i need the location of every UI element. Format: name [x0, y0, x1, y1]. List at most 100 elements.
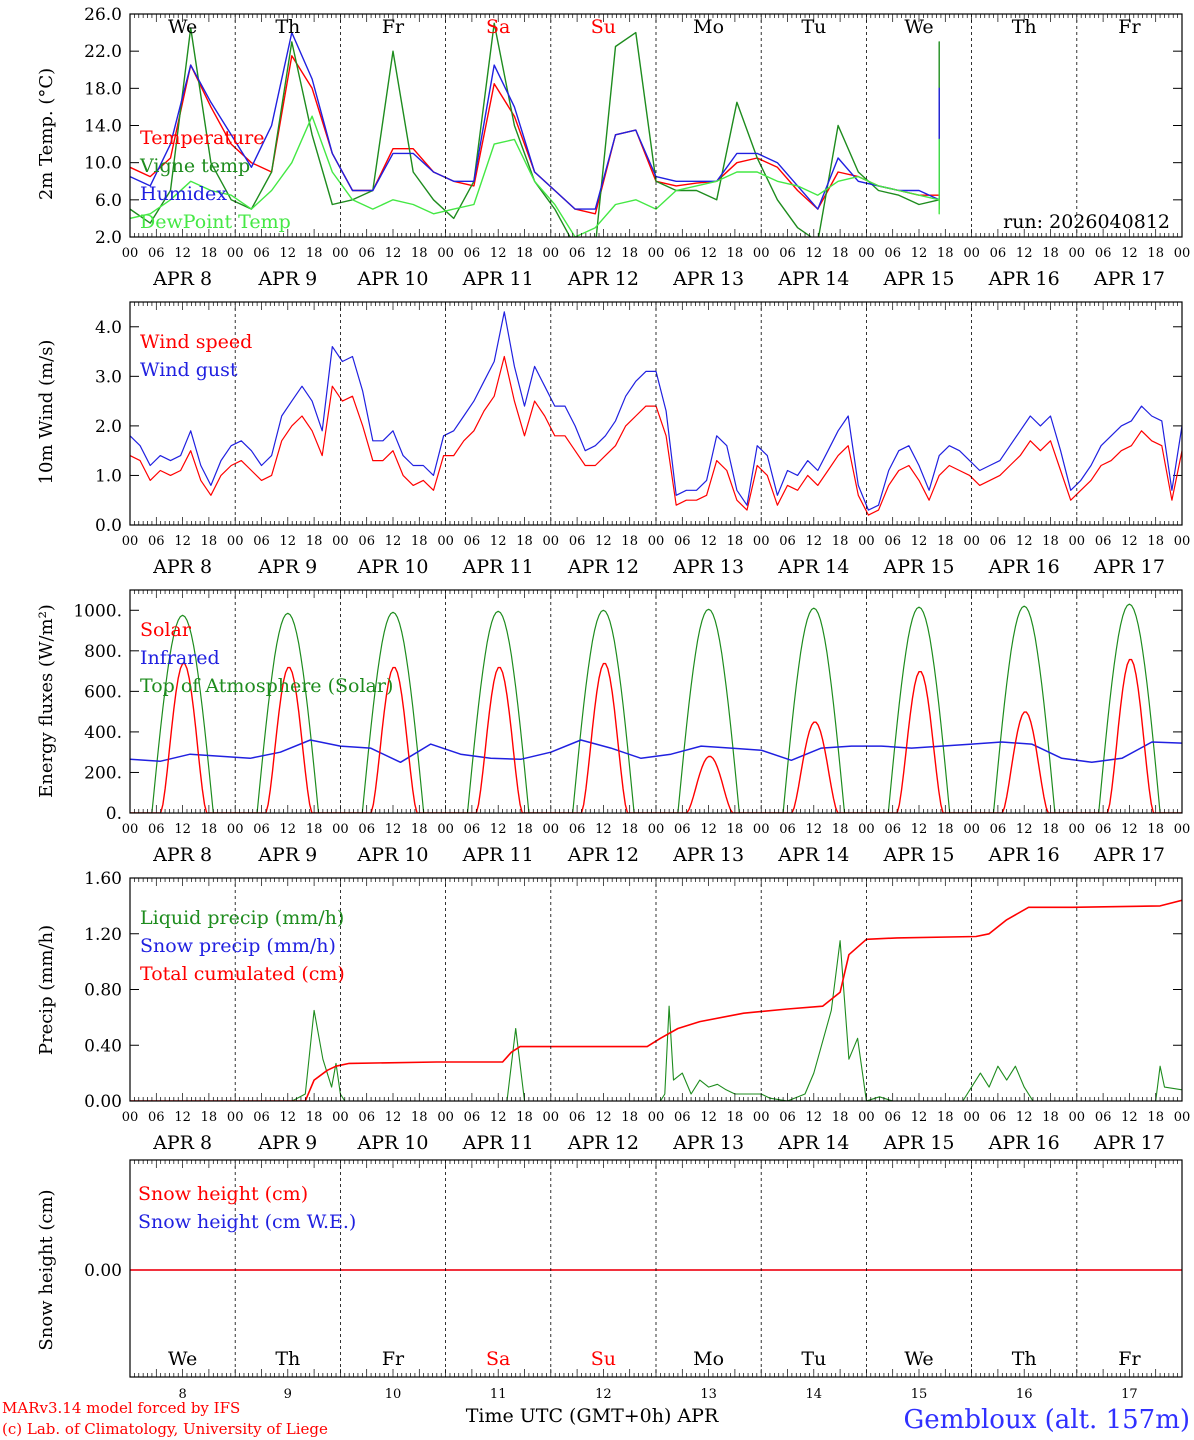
hour-tick-label: 18 — [516, 1110, 533, 1125]
hour-tick-label: 12 — [700, 1110, 717, 1125]
hour-tick-label: 18 — [516, 246, 533, 261]
hour-tick-label: 12 — [1016, 822, 1033, 837]
hour-tick-label: 06 — [358, 246, 375, 261]
hour-tick-label: 06 — [464, 534, 481, 549]
hour-tick-label: 06 — [569, 534, 586, 549]
day-label: APR 13 — [672, 268, 744, 290]
hour-tick-label: 18 — [201, 534, 218, 549]
day-label: APR 15 — [882, 268, 954, 290]
day-label: APR 12 — [567, 556, 639, 578]
hour-tick-label: 00 — [1174, 246, 1191, 261]
hour-tick-label: 00 — [332, 1110, 349, 1125]
hour-tick-label: 06 — [358, 534, 375, 549]
hour-tick-label: 00 — [122, 534, 139, 549]
weekday-label: We — [904, 1348, 933, 1370]
precip-lines — [130, 899, 1182, 1101]
hour-tick-label: 12 — [1121, 1110, 1138, 1125]
day-label: APR 11 — [462, 268, 534, 290]
hour-tick-label: 18 — [201, 1110, 218, 1125]
hour-tick-label: 12 — [280, 246, 297, 261]
legend-infrared: Infrared — [140, 647, 220, 669]
hour-tick-label: 06 — [1095, 246, 1112, 261]
hour-tick-label: 06 — [990, 246, 1007, 261]
hour-tick-label: 06 — [990, 822, 1007, 837]
hour-tick-label: 06 — [779, 1110, 796, 1125]
weekday-label: Th — [275, 16, 300, 38]
day-label: APR 16 — [988, 844, 1060, 866]
y-tick-label: 0.00 — [84, 1092, 122, 1112]
hour-tick-label: 06 — [674, 246, 691, 261]
hour-tick-label: 18 — [1147, 822, 1164, 837]
hour-tick-label: 00 — [963, 822, 980, 837]
weekday-label: Th — [1012, 16, 1037, 38]
hour-tick-label: 06 — [1095, 822, 1112, 837]
y-tick-label: 10.0 — [84, 154, 122, 174]
day-label: APR 10 — [356, 268, 428, 290]
hour-tick-label: 18 — [727, 534, 744, 549]
hour-tick-label: 06 — [253, 534, 270, 549]
hour-tick-label: 00 — [332, 822, 349, 837]
hour-tick-label: 18 — [306, 246, 323, 261]
hour-tick-label: 12 — [490, 1110, 507, 1125]
y-tick-label: 0.00 — [84, 1261, 122, 1281]
weekday-label: Fr — [382, 16, 405, 38]
hour-tick-label: 12 — [174, 822, 191, 837]
hour-tick-label: 00 — [227, 246, 244, 261]
hour-tick-label: 12 — [490, 246, 507, 261]
legend-snow-precip-mm-h-: Snow precip (mm/h) — [140, 935, 336, 957]
hour-tick-label: 18 — [937, 534, 954, 549]
legend-snow-height-cm: Snow height (cm) — [138, 1183, 308, 1205]
day-label: APR 17 — [1093, 268, 1165, 290]
weekday-label: Mo — [693, 16, 724, 38]
hour-tick-label: 06 — [253, 1110, 270, 1125]
weekday-label: Su — [591, 1348, 616, 1370]
series-dewpoint-temp — [130, 115, 940, 237]
hour-tick-label: 06 — [884, 822, 901, 837]
day-label: APR 14 — [777, 556, 849, 578]
day-number-label: 13 — [700, 1387, 717, 1402]
hour-tick-label: 12 — [700, 246, 717, 261]
y-tick-label: 0.40 — [84, 1036, 122, 1056]
hour-tick-label: 00 — [753, 1110, 770, 1125]
hour-tick-label: 12 — [595, 1110, 612, 1125]
hour-tick-label: 18 — [411, 822, 428, 837]
legend-total-cumulated-cm-: Total cumulated (cm) — [140, 963, 345, 985]
y-axis-label: 2m Temp. (°C) — [36, 68, 57, 200]
y-tick-label: 0. — [106, 804, 122, 824]
hour-tick-label: 12 — [911, 246, 928, 261]
series-liquid-precip-mm-h- — [130, 940, 1182, 1101]
hour-tick-label: 06 — [148, 246, 165, 261]
hour-tick-label: 00 — [437, 534, 454, 549]
y-tick-label: 800. — [84, 642, 122, 662]
hour-tick-label: 06 — [884, 534, 901, 549]
hour-tick-label: 12 — [1121, 534, 1138, 549]
day-label: APR 15 — [882, 844, 954, 866]
hour-tick-label: 18 — [201, 246, 218, 261]
hour-tick-label: 06 — [464, 822, 481, 837]
hour-tick-label: 18 — [1147, 534, 1164, 549]
hour-tick-label: 12 — [806, 822, 823, 837]
hour-tick-label: 00 — [1069, 1110, 1086, 1125]
day-label: APR 8 — [152, 268, 212, 290]
hour-tick-label: 06 — [569, 246, 586, 261]
legend-wind-speed: Wind speed — [140, 331, 252, 353]
y-tick-label: 18.0 — [84, 79, 122, 99]
weekday-label: We — [168, 16, 197, 38]
series-wind-gust — [130, 311, 1182, 511]
hour-tick-label: 12 — [174, 246, 191, 261]
hour-tick-label: 06 — [779, 822, 796, 837]
hour-tick-label: 00 — [1174, 1110, 1191, 1125]
y-tick-label: 4.0 — [95, 318, 122, 338]
y-tick-label: 3.0 — [95, 367, 122, 387]
day-label: APR 12 — [567, 268, 639, 290]
hour-tick-label: 00 — [122, 246, 139, 261]
day-label: APR 11 — [462, 556, 534, 578]
series-humidex — [130, 31, 940, 210]
hour-tick-label: 06 — [569, 822, 586, 837]
hour-tick-label: 18 — [411, 534, 428, 549]
hour-tick-label: 00 — [227, 822, 244, 837]
day-label: APR 10 — [356, 1132, 428, 1154]
hour-tick-label: 06 — [990, 534, 1007, 549]
run-label: run: 2026040812 — [1003, 211, 1170, 233]
hour-tick-label: 12 — [174, 534, 191, 549]
